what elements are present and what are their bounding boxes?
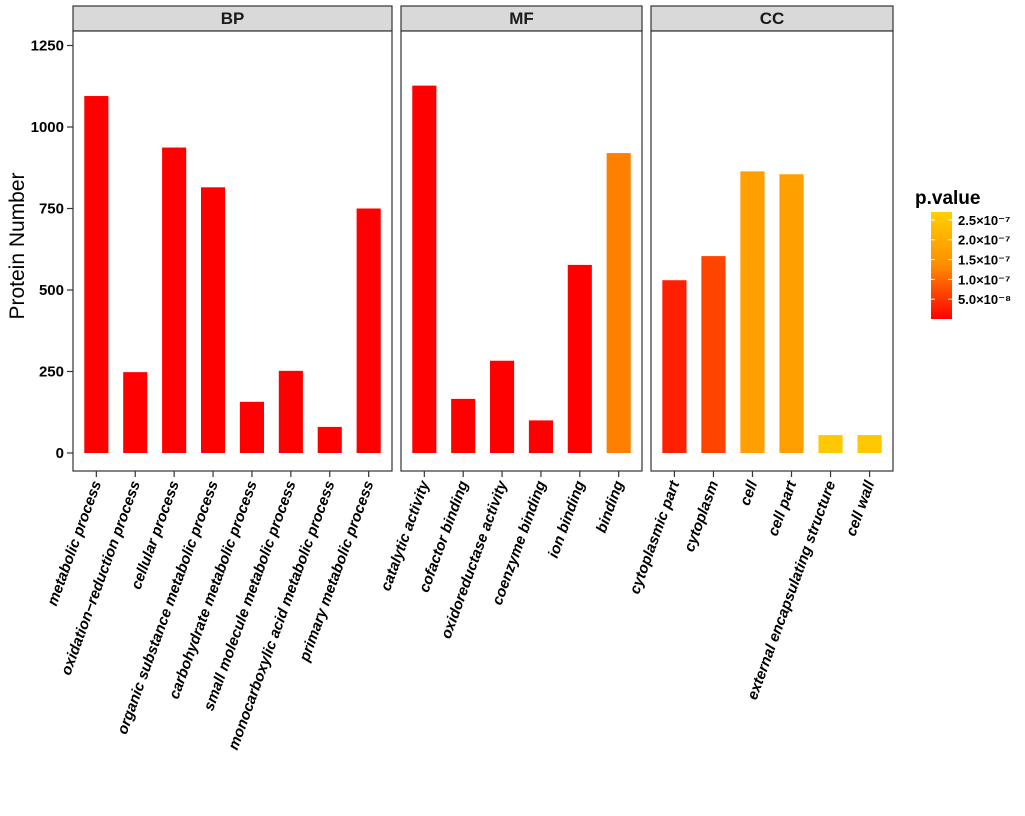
- legend-tick-label: 1.0×10⁻⁷: [958, 272, 1010, 287]
- x-tick-label: cell: [737, 478, 762, 508]
- panel-background: [401, 31, 642, 471]
- bar: [662, 280, 687, 453]
- facet-strip-label: CC: [760, 9, 785, 28]
- legend-tick-label: 2.5×10⁻⁷: [958, 213, 1010, 228]
- x-tick-label: cell wall: [843, 478, 879, 539]
- bar: [779, 174, 804, 453]
- x-tick-label: external encapsulating structure: [744, 479, 839, 703]
- x-tick-label: ion binding: [545, 479, 589, 561]
- bar: [567, 264, 592, 453]
- y-tick-label: 1250: [31, 38, 64, 55]
- bar: [317, 426, 342, 453]
- legend: p.value 2.5×10⁻⁷ 2.0×10⁻⁷ 1.5×10⁻⁷ 1.0×10⁻⁷…: [915, 188, 1011, 319]
- panel-border: [72, 30, 393, 472]
- legend-tick-label: 5.0×10⁻⁸: [958, 292, 1011, 307]
- bar: [84, 96, 109, 453]
- x-tick-label: binding: [593, 479, 627, 536]
- bar: [412, 85, 437, 454]
- x-tick-label: cytoplasm: [681, 479, 722, 555]
- bar: [278, 370, 303, 453]
- bar: [740, 171, 765, 453]
- y-axis: 0 250 500 750 1000 1250: [31, 38, 73, 462]
- bar: [123, 372, 148, 453]
- y-axis-title: Protein Number: [6, 172, 29, 319]
- y-tick-label: 250: [39, 364, 64, 381]
- x-tick-label: cytoplasmic part: [626, 478, 683, 597]
- bar: [490, 360, 515, 453]
- bar: [200, 187, 226, 453]
- panel-background: [651, 31, 893, 471]
- bar: [162, 147, 187, 453]
- panel-background: [73, 31, 392, 471]
- legend-ticks: 2.5×10⁻⁷ 2.0×10⁻⁷ 1.5×10⁻⁷ 1.0×10⁻⁷ 5.0×10⁻⁸: [931, 213, 1011, 307]
- x-tick-label: cell part: [765, 478, 801, 539]
- y-tick-label: 750: [39, 201, 64, 218]
- legend-tick-label: 2.0×10⁻⁷: [958, 233, 1010, 248]
- bar: [857, 435, 882, 453]
- bar: [356, 208, 381, 453]
- x-tick-label: primary metabolic process: [296, 479, 378, 665]
- bar: [528, 420, 553, 453]
- legend-colorbar: [931, 212, 952, 319]
- facet-strip-label: MF: [509, 9, 534, 28]
- y-tick-label: 500: [39, 282, 64, 299]
- y-tick-label: 1000: [31, 119, 64, 136]
- facet-strip: [650, 5, 894, 32]
- bar: [239, 401, 265, 453]
- legend-title: p.value: [915, 188, 980, 209]
- y-tick-label: 0: [56, 445, 64, 462]
- facet-strip-label: BP: [221, 9, 245, 28]
- panel-border: [650, 30, 894, 472]
- panel-border: [400, 30, 643, 472]
- bar: [606, 153, 631, 453]
- legend-tick-label: 1.5×10⁻⁷: [958, 253, 1010, 268]
- bar: [451, 398, 476, 453]
- bar: [818, 435, 843, 453]
- bar: [701, 256, 726, 453]
